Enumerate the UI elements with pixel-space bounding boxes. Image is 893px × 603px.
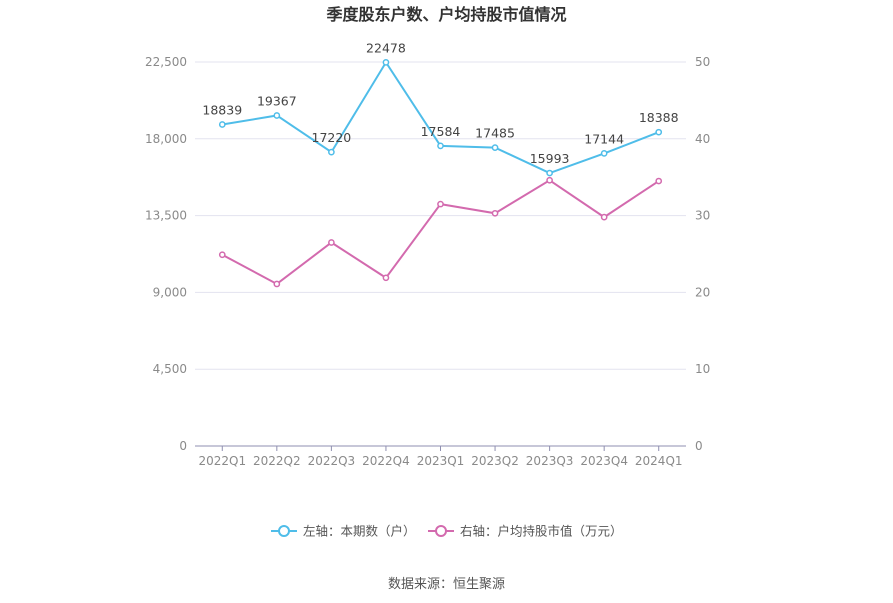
series-2-point [655, 177, 663, 185]
y-right-tick-label: 40 [695, 132, 710, 146]
x-tick-label: 2022Q3 [308, 454, 356, 468]
legend-swatch-marker [435, 525, 447, 537]
series-1-point [328, 148, 335, 156]
grid-lines [195, 61, 686, 370]
y-left-tick-label: 22,500 [145, 55, 187, 69]
series-line-1 [222, 60, 660, 175]
series-1-point [600, 150, 608, 157]
y-left-tick-label: 4,500 [153, 362, 187, 376]
x-tick-label: 2023Q4 [580, 454, 628, 468]
data-label: 17144 [584, 131, 624, 146]
series-1-point [437, 142, 444, 150]
series-1-point [218, 121, 226, 128]
series-1-point [273, 112, 281, 119]
y-left-tick-label: 13,500 [145, 209, 187, 223]
legend-item-2[interactable]: 右轴：户均持股市值（万元） [428, 524, 623, 539]
x-tick-label: 2022Q2 [253, 454, 301, 468]
y-right-tick-label: 0 [695, 439, 703, 453]
data-labels: 18839 19367 17220 22478 17584 17485 15993 17144… [202, 40, 678, 166]
source-note: 数据来源：恒生聚源 [388, 577, 505, 592]
legend-label: 左轴：本期数（户） [303, 524, 416, 539]
legend-swatch-marker [278, 525, 290, 537]
legend[interactable]: 左轴：本期数（户） 右轴：户均持股市值（万元） [271, 524, 623, 539]
chart-title: 季度股东户数、户均持股市值情况 [325, 5, 566, 24]
y-left-tick-label: 18,000 [145, 132, 187, 146]
x-tick-label: 2023Q1 [417, 454, 465, 468]
x-tick-label: 2022Q1 [198, 454, 246, 468]
x-tick-label: 2024Q1 [635, 454, 683, 468]
series-layer [218, 59, 663, 288]
y-right-tick-label: 20 [695, 285, 710, 299]
data-label: 18839 [202, 102, 242, 117]
series-1-point [491, 144, 499, 151]
series-2-point [600, 213, 608, 221]
axes: 0 0 4,500 10 9,000 20 13,500 30 18,000 40 22,500 50… [145, 55, 710, 468]
x-tick-label: 2023Q2 [471, 454, 519, 468]
y-left-tick-label: 9,000 [153, 285, 187, 299]
series-1-point [382, 59, 390, 66]
legend-item-1[interactable]: 左轴：本期数（户） [271, 524, 416, 539]
y-right-tick-label: 10 [695, 362, 710, 376]
data-label: 19367 [257, 93, 297, 108]
data-label: 17584 [421, 124, 461, 139]
series-2-point [546, 176, 553, 184]
y-right-tick-label: 50 [695, 55, 710, 69]
series-2-point [491, 209, 499, 217]
legend-label: 右轴：户均持股市值（万元） [460, 524, 623, 539]
data-label: 18388 [639, 110, 679, 125]
data-label: 15993 [530, 151, 570, 166]
data-label: 17485 [475, 126, 515, 141]
x-tick-label: 2023Q3 [526, 454, 574, 468]
series-1-point [655, 128, 663, 136]
series-2-point [273, 280, 281, 288]
series-2-point [218, 251, 226, 259]
series-line-2 [221, 179, 660, 286]
x-tick-label: 2022Q4 [362, 454, 410, 468]
series-2-point [328, 239, 335, 246]
y-right-tick-label: 30 [695, 209, 710, 223]
data-label: 17220 [312, 130, 352, 145]
y-left-tick-label: 0 [179, 439, 187, 453]
series-1-point [546, 169, 553, 177]
data-label: 22478 [366, 40, 406, 55]
series-2-point [437, 200, 444, 208]
series-2-point [382, 274, 390, 282]
